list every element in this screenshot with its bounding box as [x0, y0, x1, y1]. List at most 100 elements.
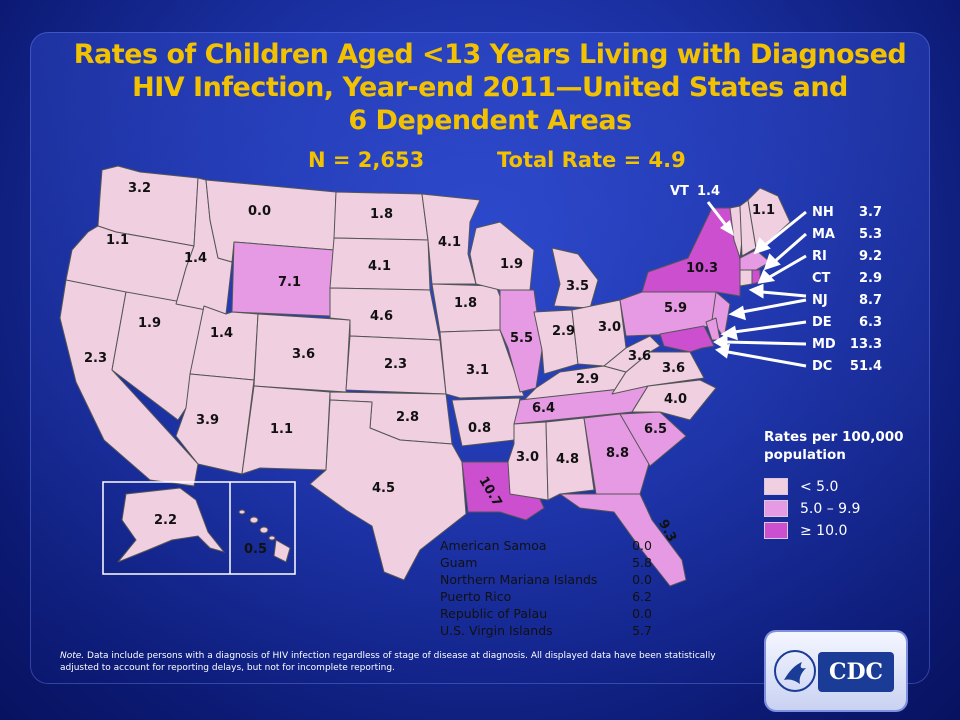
state-FL — [559, 493, 687, 587]
legend-title: Rates per 100,000 population — [764, 428, 924, 464]
state-WV — [603, 335, 661, 373]
label-HI: 0.5 — [244, 542, 267, 557]
dependent-area-value: 0.0 — [632, 606, 652, 621]
dependent-area-name: Puerto Rico — [440, 589, 512, 604]
legend-swatch-mid — [764, 500, 788, 517]
footnote: Note. Data include persons with a diagno… — [60, 650, 740, 674]
state-GA — [583, 413, 651, 495]
dependent-area-name: U.S. Virgin Islands — [440, 623, 553, 638]
label-ID: 1.4 — [184, 251, 207, 266]
legend-title-line-1: Rates per 100,000 — [764, 429, 904, 445]
callout-DC-code: DC — [812, 359, 832, 374]
legend-label-low: < 5.0 — [800, 478, 839, 495]
label-ND: 1.8 — [370, 207, 393, 222]
dependent-area-name: Northern Mariana Islands — [440, 572, 598, 587]
label-WA: 3.2 — [128, 181, 151, 196]
label-MO: 3.1 — [466, 363, 489, 378]
state-SC — [619, 411, 687, 467]
title-line-1: Rates of Children Aged <13 Years Living … — [73, 39, 907, 70]
callout-NJ-code: NJ — [812, 293, 828, 308]
label-AK: 2.2 — [154, 513, 177, 528]
label-OR: 1.1 — [106, 233, 129, 248]
label-AR: 0.8 — [468, 421, 491, 436]
total-rate: Total Rate = 4.9 — [497, 148, 686, 172]
legend-title-line-2: population — [764, 447, 846, 463]
legend-swatch-low — [764, 478, 788, 495]
state-NM — [241, 385, 331, 475]
callout-CT-value: 2.9 — [859, 271, 882, 286]
label-OK: 2.8 — [396, 410, 419, 425]
footnote-label: Note. — [60, 651, 85, 661]
callout-NJ-value: 8.7 — [859, 293, 882, 308]
state-AL — [545, 417, 595, 501]
state-AK — [117, 487, 226, 563]
callout-DC-value: 51.4 — [850, 359, 882, 374]
n-count: N = 2,653 — [308, 148, 425, 172]
label-MN: 4.1 — [438, 235, 461, 250]
state-TX — [309, 399, 467, 581]
label-WY: 7.1 — [278, 275, 301, 290]
dependent-areas-table: American Samoa 0.0 Guam 5.8 Northern Maria… — [440, 537, 652, 639]
label-ME: 1.1 — [752, 203, 775, 218]
dependent-area-value: 5.8 — [632, 555, 652, 570]
label-AL: 4.8 — [556, 452, 579, 467]
callout-VT-arrowhead — [720, 220, 734, 236]
dependent-area-value: 0.0 — [632, 572, 652, 587]
callout-DE-value: 6.3 — [859, 315, 882, 330]
callout-RI-value: 9.2 — [859, 249, 882, 264]
footnote-text: Data include persons with a diagnosis of… — [60, 651, 716, 673]
dependent-area-value: 0.0 — [632, 538, 652, 553]
dependent-area-row: Guam 5.8 — [440, 554, 652, 571]
callout-MD-code: MD — [812, 337, 836, 352]
state-HI — [238, 509, 291, 563]
callout-VT-value: 1.4 — [697, 184, 720, 199]
legend-label-mid: 5.0 – 9.9 — [800, 500, 861, 517]
label-VA: 3.6 — [662, 361, 685, 376]
label-NM: 1.1 — [270, 422, 293, 437]
callout-MA-code: MA — [812, 227, 835, 242]
label-IN: 2.9 — [552, 324, 575, 339]
dependent-area-row: Northern Mariana Islands 0.0 — [440, 571, 652, 588]
label-IA: 1.8 — [454, 296, 477, 311]
state-IN — [533, 309, 579, 375]
label-IL: 5.5 — [510, 331, 533, 346]
label-MI: 3.5 — [566, 279, 589, 294]
northeast-callouts: NH 3.7 MA 5.3 RI 9.2 CT 2.9 NJ 8.7 DE 6.… — [812, 205, 882, 374]
dependent-area-name: American Samoa — [440, 538, 547, 553]
callout-VT-code: VT — [670, 184, 689, 199]
label-KY: 2.9 — [576, 372, 599, 387]
hhs-eagle-icon — [774, 650, 816, 692]
label-SC: 6.5 — [644, 422, 667, 437]
dependent-area-value: 6.2 — [632, 589, 652, 604]
label-WV: 3.6 — [628, 349, 651, 364]
alaska-hawaii-inset — [102, 481, 296, 575]
legend-item-high: ≥ 10.0 — [764, 522, 847, 539]
dependent-area-name: Guam — [440, 555, 478, 570]
callout-VT-arrow — [706, 201, 730, 229]
legend-item-low: < 5.0 — [764, 478, 838, 495]
dependent-area-row: American Samoa 0.0 — [440, 537, 652, 554]
callout-NH-value: 3.7 — [859, 205, 882, 220]
slide-title: Rates of Children Aged <13 Years Living … — [60, 38, 920, 137]
state-CT — [739, 269, 753, 287]
state-NY — [641, 207, 741, 297]
legend-label-high: ≥ 10.0 — [800, 522, 848, 539]
callout-DE-code: DE — [812, 315, 832, 330]
state-MI — [551, 247, 599, 309]
label-TX: 4.5 — [372, 481, 395, 496]
label-NY: 10.3 — [686, 261, 718, 276]
dependent-area-row: U.S. Virgin Islands 5.7 — [440, 622, 652, 639]
state-MD — [659, 325, 715, 353]
label-CO: 3.6 — [292, 347, 315, 362]
label-NC: 4.0 — [664, 392, 687, 407]
state-MA — [739, 249, 771, 271]
label-NE: 4.6 — [370, 309, 393, 324]
label-PA: 5.9 — [664, 301, 687, 316]
callout-MA-value: 5.3 — [859, 227, 882, 242]
callout-RI-code: RI — [812, 249, 827, 264]
label-MT: 0.0 — [248, 204, 271, 219]
dependent-area-row: Republic of Palau 0.0 — [440, 605, 652, 622]
callout-NH-code: NH — [812, 205, 834, 220]
